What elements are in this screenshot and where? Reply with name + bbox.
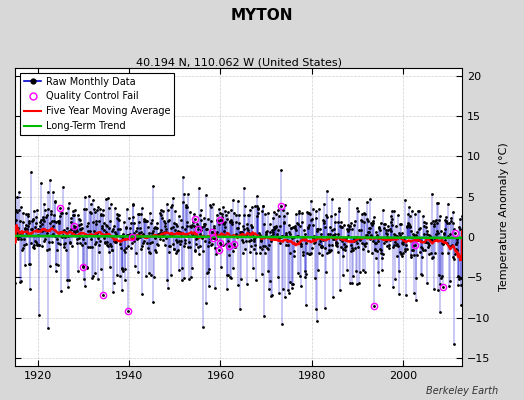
Y-axis label: Temperature Anomaly (°C): Temperature Anomaly (°C) <box>499 142 509 291</box>
Title: 40.194 N, 110.062 W (United States): 40.194 N, 110.062 W (United States) <box>136 57 342 67</box>
Legend: Raw Monthly Data, Quality Control Fail, Five Year Moving Average, Long-Term Tren: Raw Monthly Data, Quality Control Fail, … <box>20 73 174 135</box>
Text: Berkeley Earth: Berkeley Earth <box>425 386 498 396</box>
Text: MYTON: MYTON <box>231 8 293 23</box>
